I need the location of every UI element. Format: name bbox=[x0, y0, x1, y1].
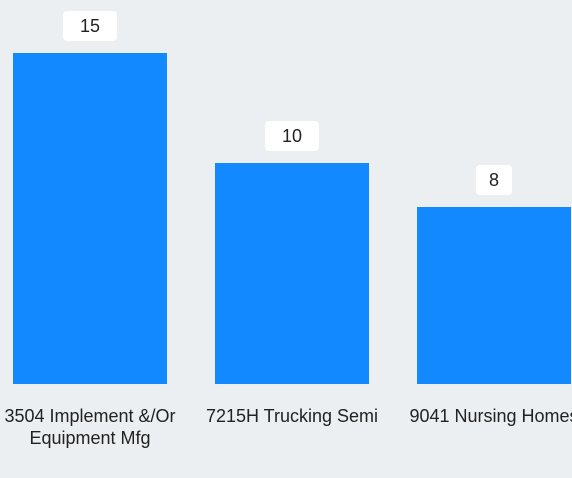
data-label-3: 8 bbox=[476, 165, 512, 196]
category-label-1: 3504 Implement &/Or Equipment Mfg bbox=[4, 406, 176, 448]
data-label-1: 15 bbox=[63, 11, 117, 41]
bar-3 bbox=[417, 207, 571, 384]
category-label-2: 7215H Trucking Semi bbox=[205, 406, 379, 426]
data-label-2: 10 bbox=[265, 121, 319, 152]
bar-1 bbox=[13, 53, 167, 384]
category-label-3: 9041 Nursing Homes bbox=[409, 406, 572, 426]
bar-2 bbox=[215, 163, 369, 384]
